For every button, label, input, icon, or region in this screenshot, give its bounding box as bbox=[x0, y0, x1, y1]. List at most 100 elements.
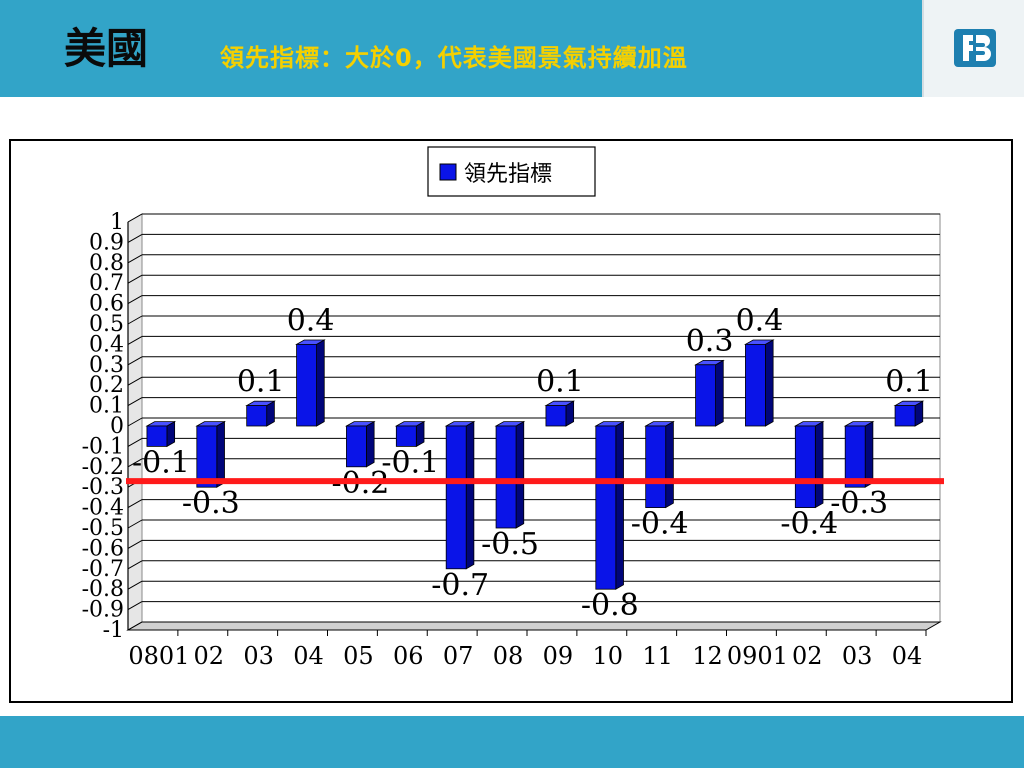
bar bbox=[494, 420, 526, 529]
bar-front bbox=[844, 425, 866, 488]
y-tick-label: 0.1 bbox=[89, 394, 124, 419]
y-tick-label: 0.8 bbox=[89, 251, 124, 276]
y-tick-label: 0.9 bbox=[89, 230, 124, 255]
bar bbox=[793, 420, 825, 509]
bar-front bbox=[246, 405, 268, 427]
bar-side bbox=[615, 420, 624, 590]
bar-front bbox=[894, 405, 916, 427]
y-tick-label: 0.2 bbox=[89, 373, 124, 398]
data-label: -0.3 bbox=[182, 486, 240, 521]
gridline-depth bbox=[127, 295, 143, 305]
gridline-depth bbox=[127, 499, 143, 509]
bar-side bbox=[814, 420, 824, 509]
y-tick-label: 0.3 bbox=[89, 353, 124, 378]
x-tick-label: 12 bbox=[692, 642, 723, 670]
y-tick-label: 0.6 bbox=[89, 292, 124, 317]
bar-front bbox=[595, 425, 617, 590]
bar bbox=[843, 420, 875, 488]
x-tick-label: 04 bbox=[892, 642, 923, 670]
y-tick-label: -0.4 bbox=[82, 496, 124, 521]
legend-label: 領先指標 bbox=[464, 162, 552, 187]
bar-front bbox=[395, 425, 417, 447]
y-tick-label: -0.7 bbox=[82, 557, 124, 582]
footer-bar bbox=[0, 716, 1024, 768]
data-label: -0.7 bbox=[431, 568, 489, 603]
x-tick-label: 03 bbox=[842, 642, 873, 670]
gridline-depth bbox=[127, 397, 143, 407]
y-tick-label: 0 bbox=[110, 414, 124, 439]
y-tick-label: -1 bbox=[103, 618, 124, 643]
y-tick-label: 1 bbox=[110, 210, 124, 235]
data-label: -0.3 bbox=[830, 486, 888, 521]
bar-side bbox=[765, 339, 774, 427]
bar-front bbox=[196, 425, 218, 488]
y-tick-label: 0.5 bbox=[89, 312, 124, 337]
gridline-depth bbox=[127, 335, 143, 345]
bar bbox=[594, 420, 626, 590]
x-tick-label: 11 bbox=[642, 642, 673, 670]
gridline-depth bbox=[127, 580, 143, 590]
x-tick-label: 05 bbox=[343, 642, 374, 670]
gridline-depth bbox=[127, 376, 143, 386]
bar-front bbox=[545, 405, 567, 427]
gridline-depth bbox=[127, 437, 143, 447]
y-tick-label: 0.4 bbox=[89, 332, 124, 357]
gridline-depth bbox=[127, 539, 143, 549]
bar-side bbox=[864, 420, 874, 488]
data-label: -0.1 bbox=[132, 445, 190, 480]
gridline-depth bbox=[127, 254, 143, 264]
gridline-depth bbox=[127, 621, 143, 631]
bar-front bbox=[146, 425, 168, 447]
x-tick-label: 0801 bbox=[128, 642, 189, 670]
data-label: -0.1 bbox=[381, 445, 439, 480]
bar-front bbox=[645, 425, 667, 508]
gridline-depth bbox=[127, 274, 143, 284]
bar bbox=[544, 400, 576, 427]
gridline-depth bbox=[127, 213, 143, 223]
y-tick-label: -0.9 bbox=[82, 598, 124, 623]
bar bbox=[344, 420, 376, 468]
x-tick-label: 03 bbox=[243, 642, 274, 670]
bar-side bbox=[316, 339, 325, 427]
header-bar bbox=[0, 0, 922, 97]
x-tick-label: 09 bbox=[543, 642, 574, 670]
bar bbox=[444, 420, 476, 570]
bar-side bbox=[366, 420, 375, 468]
bar-front bbox=[745, 343, 766, 427]
bar-side bbox=[715, 359, 724, 427]
x-tick-label: 04 bbox=[293, 642, 324, 670]
bar-side bbox=[665, 420, 674, 509]
data-label: 0.4 bbox=[736, 303, 784, 338]
data-label: 0.1 bbox=[237, 365, 285, 400]
bar bbox=[743, 339, 775, 427]
bar bbox=[245, 400, 276, 427]
bar bbox=[694, 359, 725, 427]
x-tick-label: 08 bbox=[493, 642, 524, 670]
company-logo-icon bbox=[954, 29, 996, 67]
x-tick-label: 02 bbox=[194, 642, 225, 670]
gridline-depth bbox=[127, 356, 143, 366]
chart-floor bbox=[126, 621, 942, 631]
x-tick-label: 06 bbox=[393, 642, 424, 670]
data-label: 0.1 bbox=[885, 365, 933, 400]
gridline-depth bbox=[127, 519, 143, 529]
bar-front bbox=[296, 343, 317, 427]
x-tick-label: 0901 bbox=[727, 642, 788, 670]
y-tick-label: -0.2 bbox=[82, 455, 124, 480]
legend-swatch bbox=[439, 163, 457, 181]
chart-legend: 領先指標 bbox=[427, 146, 596, 197]
bar-front bbox=[445, 425, 467, 570]
y-tick-label: -0.6 bbox=[82, 536, 124, 561]
data-label: 0.3 bbox=[686, 324, 734, 359]
y-tick-label: -0.3 bbox=[82, 475, 124, 500]
data-label: -0.5 bbox=[481, 527, 539, 562]
y-tick-label: -0.1 bbox=[82, 434, 124, 459]
data-label: -0.4 bbox=[631, 507, 689, 542]
gridline-depth bbox=[127, 417, 143, 427]
page-subtitle: 領先指標：大於0，代表美國景氣持續加溫 bbox=[220, 44, 688, 72]
gridline-depth bbox=[127, 560, 143, 570]
bar-front bbox=[695, 364, 716, 427]
bar bbox=[644, 420, 675, 509]
y-tick-label: -0.8 bbox=[82, 577, 124, 602]
